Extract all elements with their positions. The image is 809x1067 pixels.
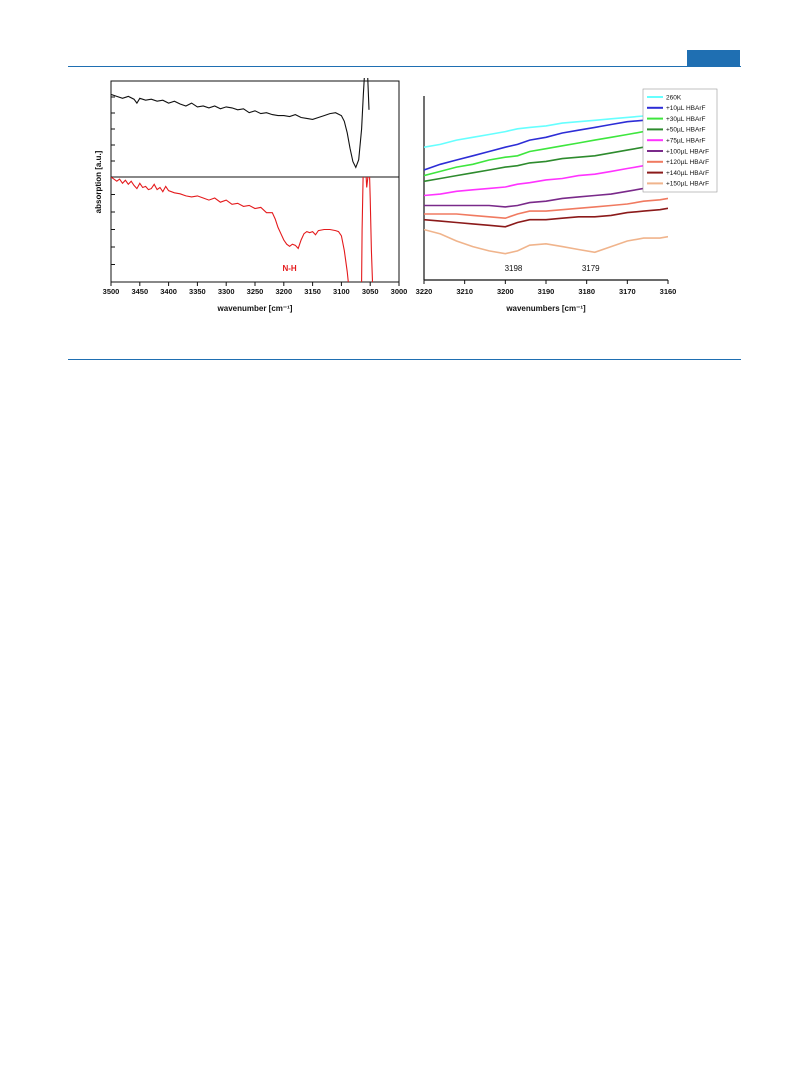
series-line-0: [424, 115, 668, 148]
legend: 260K +10µL HBArF +30µL HBArF +50µL HBArF +75…: [642, 88, 718, 193]
left-bottom-spike-line: [361, 177, 374, 283]
left-bottom-spectrum-line: [111, 177, 349, 283]
left-x-tick-label: 3000: [391, 287, 408, 296]
legend-label-2: +30µL HBArF: [666, 116, 705, 123]
left-x-tick-label: 3200: [275, 287, 292, 296]
legend-label-4: +75µL HBArF: [666, 138, 705, 145]
right-x-tick-label: 3180: [578, 287, 595, 296]
right-x-tick-label: 3200: [497, 287, 514, 296]
peak-annotation-3179: 3179: [582, 264, 600, 273]
series-line-3: [424, 142, 668, 183]
left-top-spectrum-line: [111, 78, 370, 169]
right-x-axis-label: wavenumbers [cm⁻¹]: [505, 304, 586, 313]
left-panel: 3500 3450 3400 3350 3300 3250 3200 3150 3100 3050…: [94, 78, 408, 313]
right-x-tick-label: 3170: [619, 287, 636, 296]
left-x-tick-label: 3350: [189, 287, 206, 296]
left-x-tick-label: 3300: [218, 287, 235, 296]
peak-annotation-3198: 3198: [505, 264, 523, 273]
series-line-6: [424, 197, 668, 220]
legend-label-8: +150µL HBArF: [666, 181, 709, 188]
nh-annotation: N-H: [282, 264, 296, 273]
left-x-tick-label: 3100: [333, 287, 350, 296]
left-x-axis-label: wavenumber [cm⁻¹]: [217, 304, 293, 313]
series-line-5: [424, 183, 668, 208]
left-y-axis-label: absorption [a.u.]: [94, 150, 103, 213]
left-x-tick-label: 3500: [103, 287, 120, 296]
series-line-7: [424, 207, 668, 228]
right-x-tick-label: 3190: [538, 287, 555, 296]
legend-label-5: +100µL HBArF: [666, 148, 709, 155]
series-line-8: [424, 228, 668, 255]
right-x-tick-label: 3160: [660, 287, 677, 296]
legend-label-6: +120µL HBArF: [666, 159, 709, 166]
left-x-tick-label: 3050: [362, 287, 379, 296]
header-bar: [687, 50, 740, 66]
right-panel: 3220 3210 3200 3190 3180 3170 3160 3198 3179 wa…: [416, 88, 718, 313]
right-x-tick-label: 3220: [416, 287, 433, 296]
legend-label-0: 260K: [666, 94, 682, 101]
footer-rule: [68, 359, 741, 360]
legend-label-1: +10µL HBArF: [666, 105, 705, 112]
series-line-2: [424, 126, 668, 177]
left-x-tick-label: 3150: [304, 287, 321, 296]
legend-label-3: +50µL HBArF: [666, 127, 705, 134]
series-line-1: [424, 115, 668, 171]
series-line-4: [424, 162, 668, 197]
left-x-tick-label: 3250: [247, 287, 264, 296]
right-x-tick-label: 3210: [456, 287, 473, 296]
legend-label-7: +140µL HBArF: [666, 170, 709, 177]
left-x-tick-label: 3450: [131, 287, 148, 296]
header-rule: [68, 66, 741, 67]
left-x-tick-label: 3400: [160, 287, 177, 296]
